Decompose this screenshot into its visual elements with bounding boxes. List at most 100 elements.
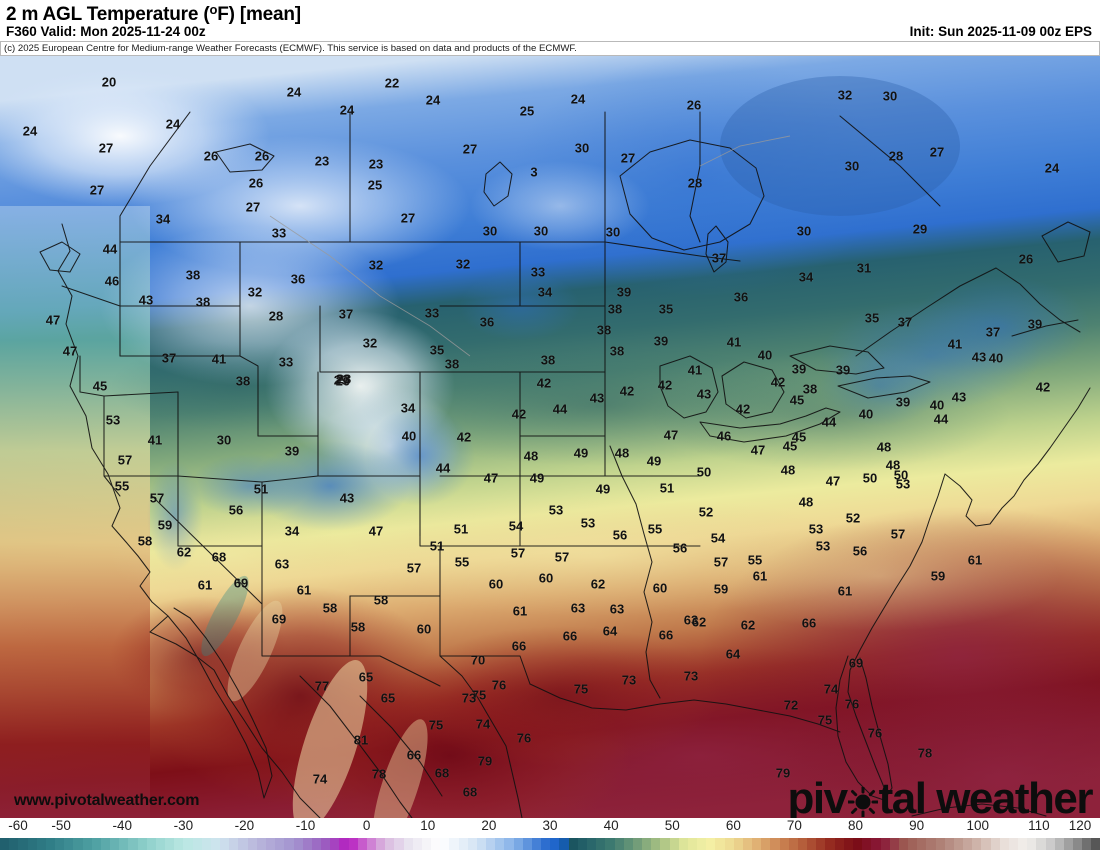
colorbar-tick-label: -30 — [173, 818, 194, 833]
colorbar-cell — [1027, 838, 1037, 850]
colorbar-cell — [91, 838, 101, 850]
temperature-map[interactable]: 20 24 24 24 27 26 26 23 27 26 23 27 22 24 24 25 24 26 32 30… — [0, 56, 1100, 818]
colorbar-cell — [1091, 838, 1100, 850]
colorbar-cell — [742, 838, 753, 850]
colorbar-cell — [431, 838, 441, 850]
colorbar-cell — [1045, 838, 1055, 850]
colorbar[interactable]: -60 -50 -40 -30 -20 -10 0 10 20 30 40 50 60 70 80 90 100… — [0, 818, 1100, 850]
colorbar-cell — [412, 838, 422, 850]
colorbar-cell — [110, 838, 120, 850]
colorbar-cell — [1008, 838, 1019, 850]
colorbar-cell — [660, 838, 670, 850]
brand-watermark: piv — [788, 774, 1094, 818]
map-borders — [39, 111, 1091, 818]
colorbar-gradient[interactable] — [0, 838, 1100, 850]
colorbar-cell — [550, 838, 560, 850]
colorbar-cell — [752, 838, 762, 850]
colorbar-cell — [990, 838, 1000, 850]
colorbar-cell — [275, 838, 285, 850]
colorbar-cell — [137, 838, 147, 850]
colorbar-tick-label: 40 — [603, 818, 619, 833]
colorbar-cell — [192, 838, 202, 850]
colorbar-cell — [165, 838, 175, 850]
colorbar-cell — [238, 838, 248, 850]
colorbar-cell — [311, 838, 322, 850]
colorbar-cell — [852, 838, 863, 850]
colorbar-tick-label: -60 — [8, 818, 28, 833]
colorbar-cell — [486, 838, 496, 850]
colorbar-cell — [458, 838, 468, 850]
colorbar-tick-label: -10 — [295, 818, 316, 833]
colorbar-cell — [394, 838, 404, 850]
colorbar-tick-label: 20 — [481, 818, 497, 833]
brand-text-post: tal weather — [878, 774, 1094, 818]
colorbar-cell — [981, 838, 991, 850]
colorbar-cell — [45, 838, 56, 850]
colorbar-cell — [935, 838, 945, 850]
colorbar-cell — [155, 838, 166, 850]
colorbar-cell — [1054, 838, 1064, 850]
colorbar-cell — [1082, 838, 1092, 850]
colorbar-tick-label: 70 — [786, 818, 802, 833]
colorbar-ticks: -60 -50 -40 -30 -20 -10 0 10 20 30 40 50 60 70 80 90 100… — [0, 818, 1100, 836]
colorbar-cell — [889, 838, 899, 850]
colorbar-cell — [293, 838, 303, 850]
colorbar-cell — [220, 838, 230, 850]
colorbar-cell — [669, 838, 679, 850]
colorbar-cell — [265, 838, 276, 850]
page-title: 2 m AGL Temperature (oF) [mean] — [6, 2, 301, 26]
colorbar-cell — [797, 838, 808, 850]
colorbar-cell — [642, 838, 652, 850]
colorbar-cell — [541, 838, 551, 850]
colorbar-cell — [440, 838, 450, 850]
colorbar-cell — [421, 838, 432, 850]
colorbar-cell — [568, 838, 578, 850]
colorbar-cell — [1063, 838, 1074, 850]
colorbar-cell — [284, 838, 294, 850]
colorbar-cell — [605, 838, 615, 850]
colorbar-tick-label: 10 — [420, 818, 436, 833]
colorbar-cell — [27, 838, 37, 850]
colorbar-cell — [247, 838, 257, 850]
colorbar-cell — [36, 838, 46, 850]
colorbar-cell — [522, 838, 532, 850]
valid-time-label: F360 Valid: Mon 2025-11-24 00z — [6, 24, 206, 39]
colorbar-cell — [843, 838, 853, 850]
map-raster — [0, 56, 1100, 818]
colorbar-cell — [871, 838, 881, 850]
colorbar-cell — [403, 838, 413, 850]
colorbar-tick-label: 30 — [542, 818, 558, 833]
colorbar-cell — [100, 838, 111, 850]
colorbar-cell — [467, 838, 477, 850]
colorbar-cell — [449, 838, 459, 850]
colorbar-tick-label: 80 — [848, 818, 864, 833]
colorbar-cell — [761, 838, 771, 850]
colorbar-cell — [128, 838, 138, 850]
colorbar-cell — [1036, 838, 1046, 850]
colorbar-tick-label: -50 — [51, 818, 71, 833]
colorbar-cell — [788, 838, 798, 850]
colorbar-cell — [697, 838, 707, 850]
page-title-main: 2 m AGL Temperature ( — [6, 3, 210, 25]
colorbar-cell — [999, 838, 1009, 850]
colorbar-cell — [651, 838, 661, 850]
colorbar-cell — [174, 838, 184, 850]
colorbar-cell — [587, 838, 597, 850]
colorbar-cell — [898, 838, 909, 850]
colorbar-tick-label: -20 — [234, 818, 255, 833]
colorbar-cell — [504, 838, 514, 850]
colorbar-cell — [678, 838, 688, 850]
colorbar-cell — [256, 838, 266, 850]
colorbar-cell — [146, 838, 156, 850]
colorbar-cell — [210, 838, 221, 850]
colorbar-tick-label: 90 — [909, 818, 925, 833]
colorbar-cell — [201, 838, 211, 850]
colorbar-cell — [357, 838, 367, 850]
colorbar-cell — [183, 838, 193, 850]
colorbar-tick-label: 0 — [362, 818, 371, 833]
colorbar-cell — [55, 838, 65, 850]
attribution-text: (c) 2025 European Centre for Medium-rang… — [4, 43, 577, 54]
colorbar-cell — [302, 838, 312, 850]
colorbar-cell — [366, 838, 377, 850]
page-title-unit: F) [mean] — [217, 3, 301, 25]
